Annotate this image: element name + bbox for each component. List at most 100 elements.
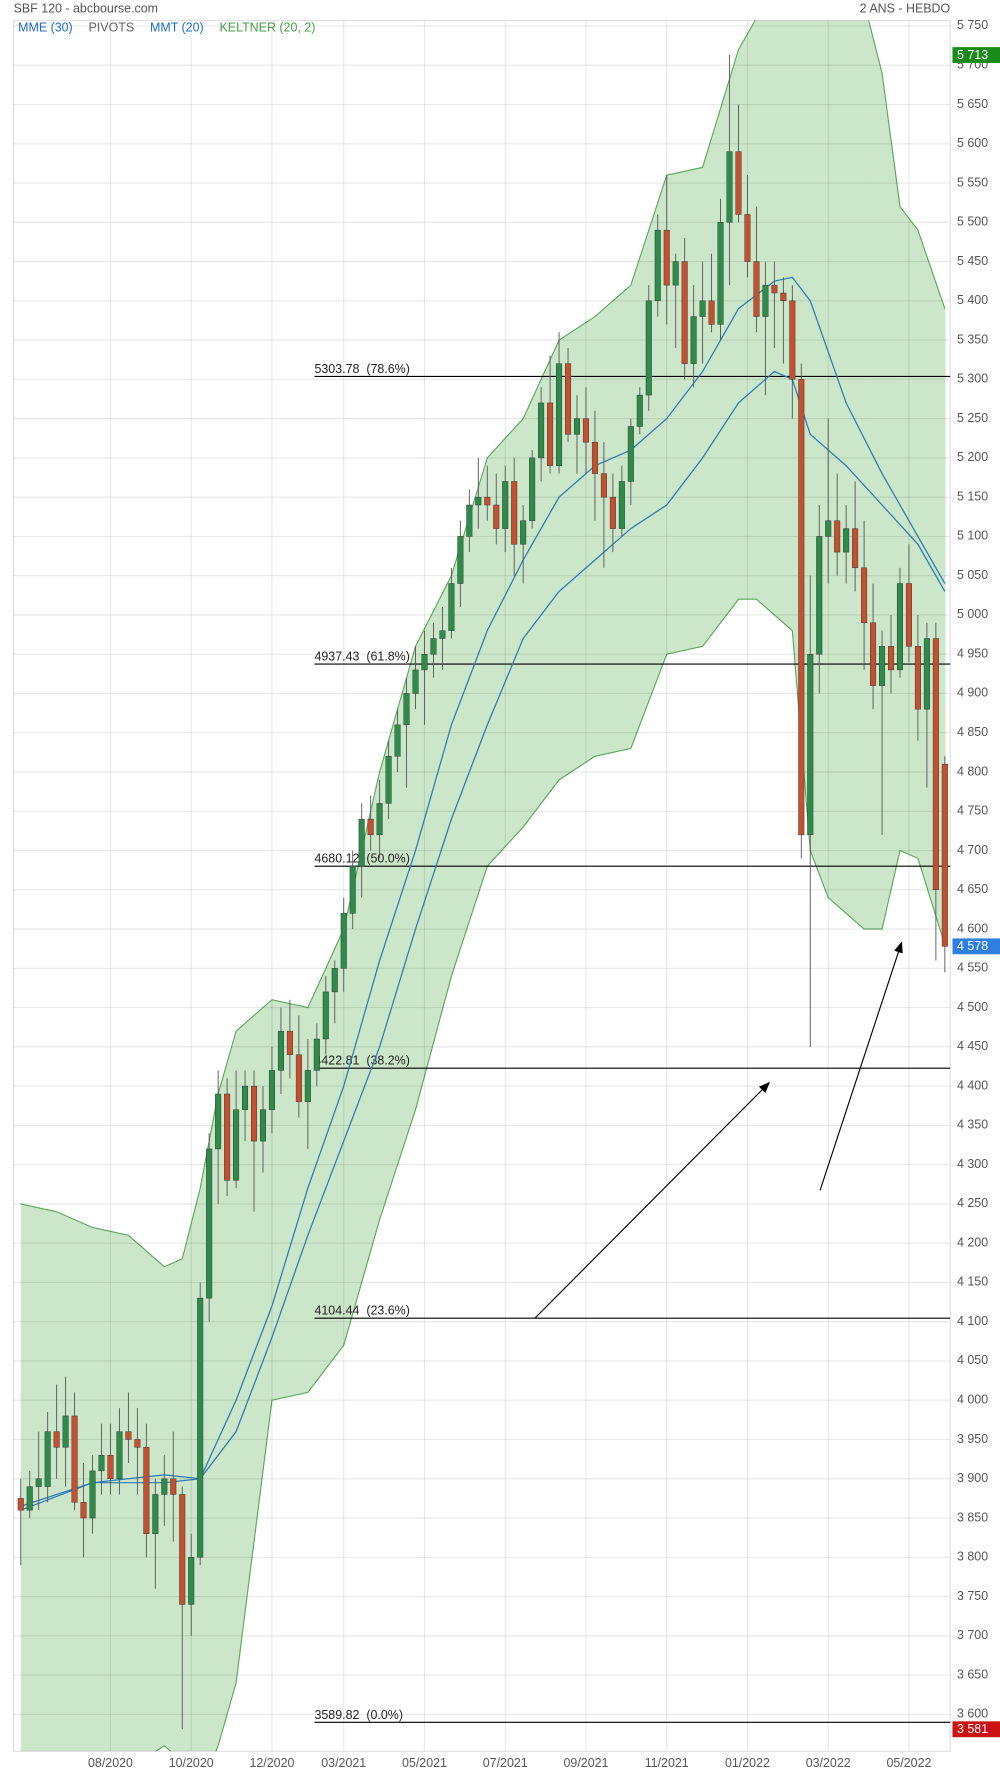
- fib-label: 4422.81 (38.2%): [314, 1054, 409, 1068]
- candle-body: [71, 1415, 78, 1503]
- y-tick-label: 5 400: [957, 293, 988, 307]
- y-tick-label: 5 600: [957, 136, 988, 150]
- keltner-band: [218, 1031, 237, 1746]
- moving-average: [20, 276, 946, 1507]
- candle-body: [529, 457, 536, 521]
- candle-body: [277, 1030, 284, 1071]
- y-tick-label: 4 800: [957, 764, 988, 778]
- x-tick-label: 12/2020: [249, 1756, 294, 1770]
- candle-body: [161, 1478, 168, 1495]
- y-tick-label: 5 450: [957, 254, 988, 268]
- candle-body: [582, 418, 589, 443]
- keltner-band: [738, 20, 758, 600]
- candle-body: [735, 151, 742, 215]
- candle-body: [313, 1038, 320, 1071]
- plot-frame: [13, 19, 951, 1752]
- y-tick-label: 3 900: [957, 1471, 988, 1485]
- candle-body: [663, 229, 670, 286]
- candle-body: [870, 622, 877, 686]
- candle-body: [125, 1431, 132, 1440]
- candle-body: [170, 1478, 177, 1495]
- candle-body: [744, 214, 751, 262]
- candle-body: [259, 1109, 266, 1142]
- candle-body: [600, 473, 607, 498]
- x-tick-label: 05/2021: [402, 1756, 447, 1770]
- y-tick-label: 5 500: [957, 215, 988, 229]
- candle-body: [879, 646, 886, 686]
- keltner-band: [899, 206, 919, 859]
- y-tick-label: 4 500: [957, 1000, 988, 1014]
- candle-body: [645, 300, 652, 396]
- candle-body: [188, 1557, 195, 1605]
- keltner-band: [630, 175, 668, 749]
- candle-body: [304, 1070, 311, 1103]
- candle-body: [565, 363, 572, 435]
- candle-body: [322, 991, 329, 1040]
- candle-body: [708, 300, 715, 325]
- candle-body: [627, 426, 634, 482]
- candle-body: [17, 1498, 24, 1511]
- x-tick-label: 08/2020: [88, 1756, 133, 1770]
- candle-body: [888, 646, 895, 671]
- candle-body: [672, 261, 679, 286]
- keltner-band: [810, 20, 829, 898]
- candle-body: [394, 724, 401, 757]
- candle-body: [699, 300, 706, 317]
- price-tag-label: 4 578: [957, 939, 988, 953]
- candle-body: [295, 1054, 302, 1103]
- y-tick-label: 4 150: [957, 1275, 988, 1289]
- candle-body: [143, 1447, 150, 1534]
- candle-body: [107, 1454, 114, 1479]
- candle-body: [654, 229, 661, 302]
- y-tick-label: 4 650: [957, 882, 988, 896]
- candle-body: [484, 496, 491, 506]
- candle-body: [35, 1478, 42, 1487]
- y-tick-label: 5 000: [957, 607, 988, 621]
- candle-body: [62, 1415, 69, 1448]
- x-tick-label: 07/2021: [483, 1756, 528, 1770]
- candle-body: [197, 1297, 204, 1558]
- candle-body: [789, 300, 796, 380]
- y-tick-label: 3 600: [957, 1707, 988, 1721]
- y-tick-label: 4 350: [957, 1118, 988, 1132]
- candle-body: [923, 638, 930, 710]
- y-tick-label: 5 750: [957, 18, 988, 32]
- candle-body: [457, 536, 464, 584]
- legend-entry: MME (30): [18, 21, 73, 35]
- chart-subtitle: 2 ANS - HEBDO: [860, 1, 951, 15]
- candle-body: [717, 222, 724, 325]
- y-tick-label: 4 400: [957, 1078, 988, 1092]
- overlay-layer: [20, 276, 946, 1511]
- candle-body: [53, 1431, 60, 1448]
- fib-label: 4104.44 (23.6%): [314, 1304, 409, 1318]
- candle-body: [44, 1431, 51, 1487]
- candle-body: [636, 394, 643, 427]
- candle-body: [349, 866, 356, 914]
- candle-body: [358, 818, 365, 867]
- keltner-layer: [20, 20, 946, 1752]
- keltner-band: [917, 230, 946, 945]
- candle-body: [609, 496, 616, 529]
- candle-body: [179, 1494, 186, 1605]
- keltner-band: [702, 49, 740, 647]
- candle-body: [914, 646, 921, 710]
- candle-body: [331, 968, 338, 993]
- keltner-upper: [20, 20, 946, 1268]
- y-tick-label: 4 700: [957, 843, 988, 857]
- price-tag: [952, 1721, 1000, 1738]
- x-tick-label: 09/2021: [563, 1756, 608, 1770]
- fib-label: 5303.78 (78.6%): [314, 362, 409, 376]
- candle-body: [538, 402, 545, 459]
- candle-body: [941, 763, 948, 947]
- candle-body: [286, 1030, 293, 1055]
- y-tick-label: 4 850: [957, 725, 988, 739]
- legend-entry: PIVOTS: [89, 21, 135, 35]
- candle-body: [152, 1494, 159, 1534]
- y-tick-label: 4 300: [957, 1157, 988, 1171]
- y-tick-label: 5 100: [957, 529, 988, 543]
- keltner-band: [828, 20, 865, 930]
- keltner-band: [882, 73, 901, 930]
- candle-body: [520, 520, 527, 545]
- candle-body: [690, 316, 697, 364]
- candle-body: [861, 567, 868, 624]
